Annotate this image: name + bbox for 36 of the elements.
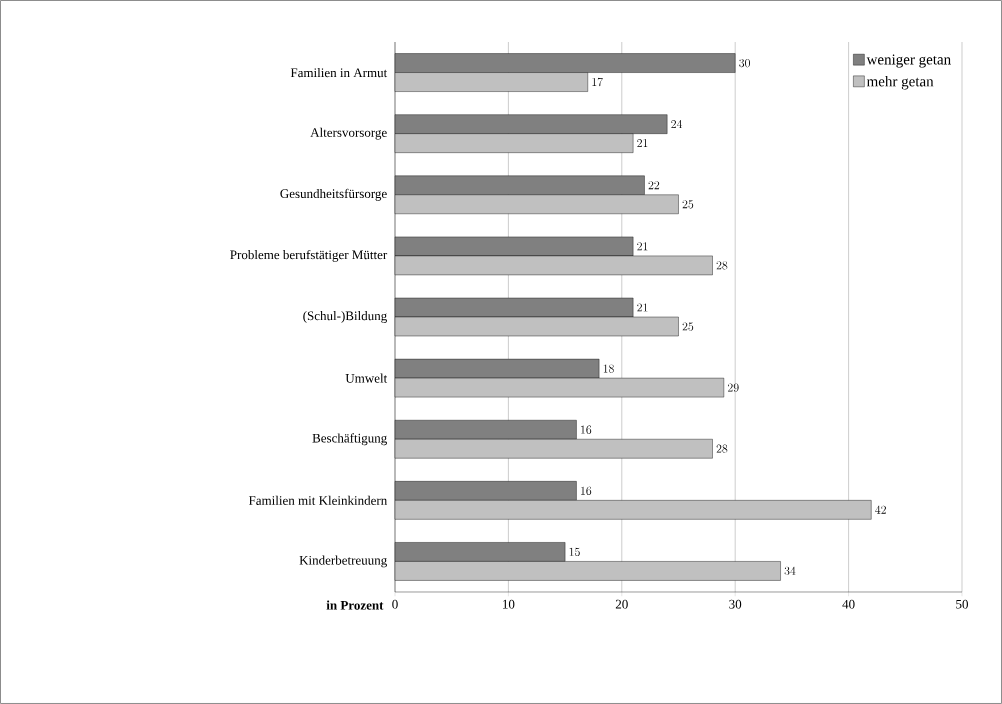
y-tick-label: Familien in Armut [290,67,388,78]
y-tick-label: Kinderbetreuung [299,555,387,568]
y-tick-label: Familien mit Kleinkindern [248,495,388,505]
y-tick-label: Beschäftigung [312,433,387,446]
legend-label: mehr getan [866,75,934,90]
x-tick-label: 40 [842,599,855,609]
data-label: 28 [716,444,728,453]
data-label: 15 [569,547,580,557]
data-label: 21 [637,139,648,148]
data-label: 21 [637,303,648,312]
data-label: 24 [671,119,683,129]
data-label: 16 [581,425,592,434]
data-label: 18 [603,364,614,373]
x-tick-label: 30 [729,599,742,609]
x-tick-label: 50 [956,599,968,609]
data-label: 30 [739,58,750,68]
x-tick-label: 20 [615,599,628,609]
data-label: 17 [592,77,603,87]
data-label: 42 [875,505,886,514]
x-axis-title: in Prozent [326,600,384,610]
data-label: 34 [784,566,796,576]
data-label: 21 [637,242,648,251]
y-tick-label: (Schul-)Bildung [303,311,387,323]
y-tick-label: Altersvorsorge [310,127,387,140]
data-label: 28 [716,261,728,270]
data-label: 25 [682,200,694,209]
data-label: 29 [727,383,739,392]
x-tick-label: 0 [392,599,398,609]
y-tick-label: Gesundheitsfürsorge [280,188,387,201]
x-tick-label: 10 [503,599,515,609]
data-label: 22 [648,181,660,190]
data-label: 16 [581,486,592,495]
y-tick-label: Probleme berufstätiger Mütter [230,249,388,262]
legend-label: weniger getan [866,54,951,68]
data-label: 25 [682,322,694,331]
y-tick-label: Umwelt [345,373,388,383]
